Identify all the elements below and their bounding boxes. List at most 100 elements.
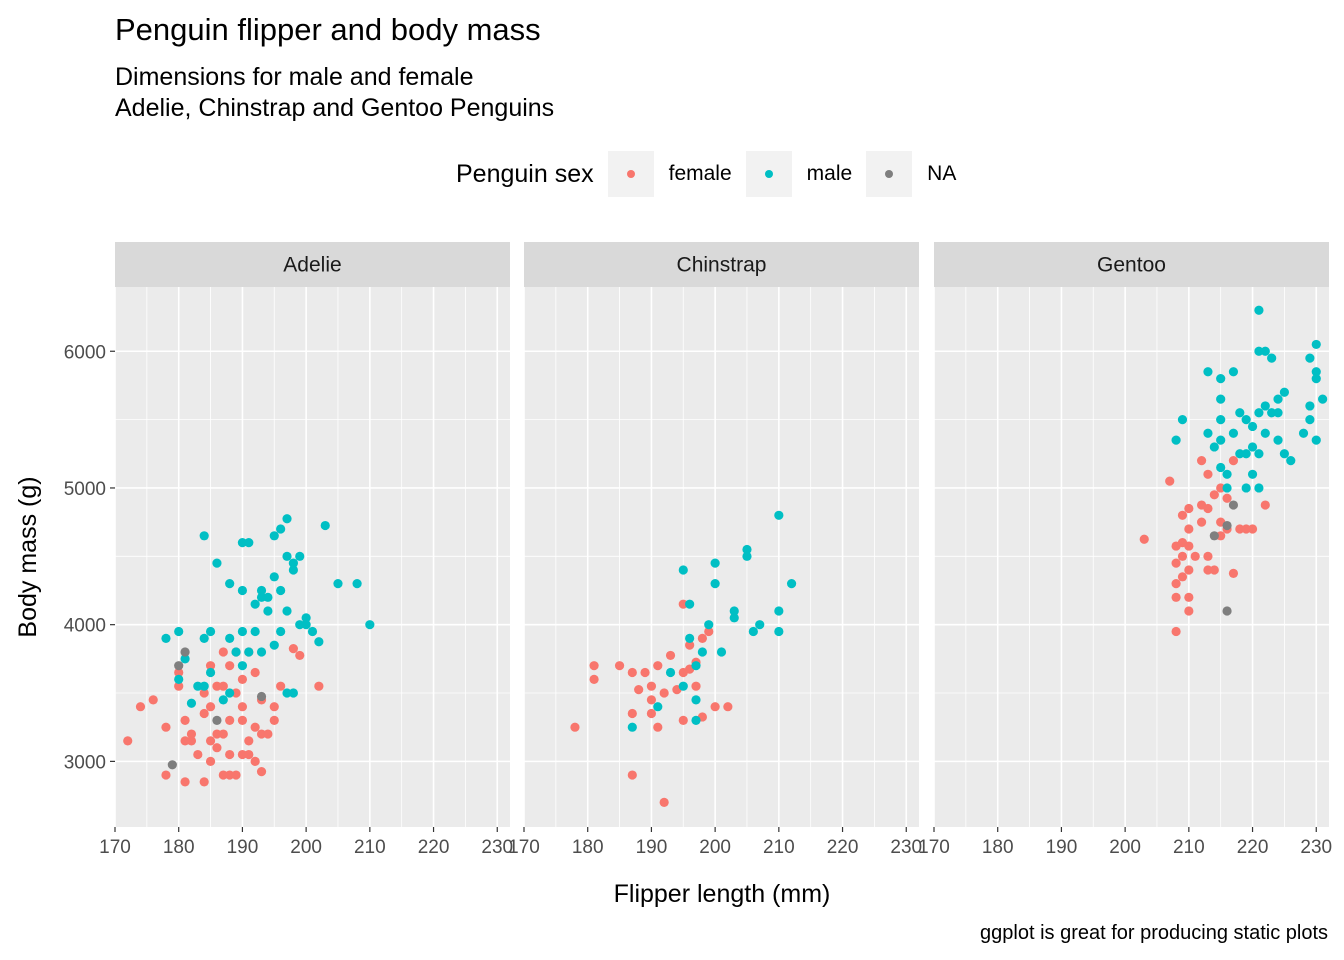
- point-adelie-female: [161, 722, 171, 732]
- point-gentoo-male: [1254, 408, 1264, 418]
- point-adelie-female: [225, 715, 235, 725]
- point-gentoo-female: [1184, 565, 1194, 575]
- point-adelie-female: [244, 749, 254, 760]
- x-tick-label: 220: [827, 837, 859, 858]
- point-gentoo-female: [1184, 606, 1194, 616]
- point-chinstrap-female: [646, 681, 657, 691]
- point-gentoo-female: [1139, 534, 1149, 544]
- point-gentoo-male: [1254, 449, 1264, 459]
- point-gentoo-male: [1216, 394, 1226, 404]
- point-chinstrap-female: [659, 797, 669, 807]
- point-adelie-male: [276, 524, 286, 534]
- point-gentoo-female: [1177, 572, 1188, 582]
- point-chinstrap-female: [627, 770, 637, 780]
- x-tick-label: 210: [763, 837, 795, 858]
- point-adelie-male: [174, 674, 184, 684]
- point-adelie-male: [288, 688, 298, 698]
- strip-chinstrap: [524, 242, 919, 287]
- point-adelie-male: [352, 579, 362, 589]
- point-adelie-female: [237, 749, 248, 760]
- point-adelie-na: [256, 691, 267, 702]
- point-gentoo-male: [1273, 435, 1283, 445]
- point-adelie-na: [174, 661, 184, 671]
- point-adelie-male: [237, 661, 248, 671]
- x-axis-title: Flipper length (mm): [614, 880, 831, 908]
- point-adelie-female: [250, 667, 260, 678]
- point-adelie-female: [205, 756, 216, 766]
- point-adelie-male: [205, 626, 216, 637]
- y-tick-label: 5000: [64, 479, 106, 500]
- point-gentoo-male: [1273, 408, 1283, 418]
- legend-dot-na: [885, 170, 894, 178]
- point-chinstrap-female: [653, 722, 663, 732]
- point-gentoo-female: [1235, 524, 1245, 534]
- point-chinstrap-female: [627, 708, 637, 719]
- point-adelie-na: [212, 715, 222, 725]
- x-tick-label: 170: [918, 837, 950, 858]
- point-gentoo-male: [1228, 367, 1239, 377]
- point-chinstrap-male: [786, 579, 797, 589]
- chart-title: Penguin flipper and body mass: [115, 12, 541, 47]
- point-adelie-female: [269, 715, 279, 725]
- point-adelie-male: [250, 599, 260, 609]
- point-adelie-na: [167, 760, 177, 770]
- legend-label-male: male: [806, 162, 853, 185]
- point-gentoo-male: [1216, 415, 1226, 425]
- point-adelie-female: [244, 736, 254, 746]
- point-adelie-female: [193, 749, 203, 760]
- point-gentoo-male: [1222, 483, 1232, 493]
- point-gentoo-male: [1305, 401, 1315, 411]
- point-gentoo-na: [1222, 520, 1232, 531]
- point-adelie-male: [199, 633, 209, 643]
- point-gentoo-male: [1273, 394, 1283, 404]
- point-gentoo-female: [1177, 551, 1188, 561]
- point-gentoo-male: [1216, 435, 1226, 445]
- point-chinstrap-female: [589, 661, 599, 671]
- legend-item-na: NA: [866, 151, 956, 197]
- legend-dot-female: [626, 170, 635, 178]
- point-gentoo-female: [1260, 500, 1270, 510]
- point-adelie-female: [231, 688, 241, 698]
- point-adelie-female: [218, 770, 228, 780]
- point-chinstrap-female: [646, 708, 657, 719]
- point-adelie-male: [225, 688, 235, 698]
- point-gentoo-male: [1203, 367, 1213, 377]
- point-gentoo-male: [1216, 462, 1226, 473]
- point-gentoo-male: [1311, 339, 1321, 350]
- point-gentoo-male: [1235, 449, 1245, 459]
- point-chinstrap-male: [755, 620, 765, 630]
- point-adelie-male: [276, 585, 286, 596]
- point-gentoo-male: [1305, 415, 1315, 425]
- point-gentoo-male: [1260, 401, 1270, 411]
- point-adelie-male: [282, 606, 292, 616]
- strip-label-adelie: Adelie: [283, 254, 341, 277]
- x-tick-label: 220: [1237, 837, 1269, 858]
- legend-label-female: female: [668, 162, 732, 185]
- point-chinstrap-male: [691, 661, 701, 671]
- point-chinstrap-male: [653, 702, 663, 712]
- point-gentoo-male: [1254, 346, 1264, 356]
- point-chinstrap-male: [774, 510, 784, 520]
- point-chinstrap-female: [659, 688, 669, 698]
- legend-item-male: male: [745, 151, 853, 197]
- point-chinstrap-female: [653, 661, 663, 671]
- point-adelie-female: [250, 756, 260, 766]
- point-gentoo-female: [1203, 503, 1213, 514]
- point-adelie-female: [180, 736, 190, 746]
- point-gentoo-female: [1196, 456, 1207, 466]
- point-adelie-female: [314, 681, 324, 691]
- point-chinstrap-female: [678, 599, 688, 609]
- point-gentoo-female: [1196, 517, 1207, 527]
- point-gentoo-female: [1165, 476, 1175, 486]
- y-axis-title: Body mass (g): [14, 476, 42, 637]
- point-chinstrap-male: [704, 620, 714, 630]
- point-gentoo-male: [1209, 442, 1219, 452]
- point-adelie-female: [225, 770, 235, 780]
- point-gentoo-female: [1203, 565, 1213, 575]
- x-tick-label: 170: [99, 837, 131, 858]
- legend-key-na: [866, 151, 913, 197]
- point-adelie-male: [225, 579, 235, 589]
- point-adelie-female: [199, 777, 209, 787]
- point-adelie-male: [256, 647, 267, 657]
- legend-key-female: [607, 151, 654, 197]
